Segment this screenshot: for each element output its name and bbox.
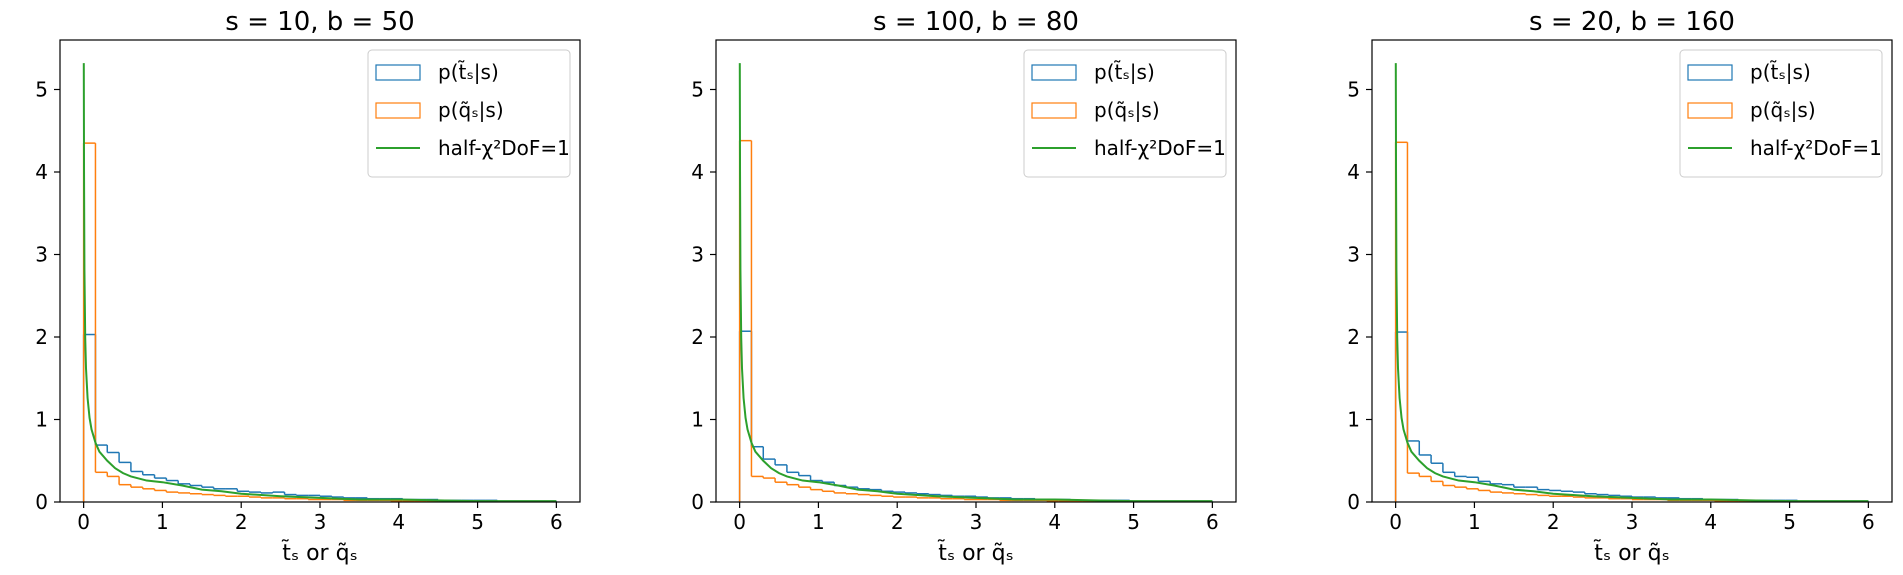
series-3 bbox=[1394, 63, 1869, 502]
series-line bbox=[1394, 63, 1869, 502]
legend-swatch bbox=[1031, 102, 1077, 119]
legend-item-2: p(q̃ₛ|s) bbox=[1687, 98, 1816, 122]
y-tick-label: 5 bbox=[35, 78, 48, 102]
y-tick-label: 2 bbox=[35, 325, 48, 349]
x-tick-label: 1 bbox=[156, 510, 169, 534]
legend: p(t̃ₛ|s) p(q̃ₛ|s) half-χ²DoF=1 bbox=[367, 49, 571, 178]
plot-area bbox=[82, 63, 558, 502]
legend-label: half-χ²DoF=1 bbox=[1750, 136, 1882, 160]
chart-title: s = 10, b = 50 bbox=[225, 7, 414, 37]
chart-panel-3: s = 20, b = 160 0 1 2 3 4 5 6 0 1 2 3 4 5 t̃ₛ or q̃ₛ p(… bbox=[1347, 7, 1893, 566]
x-tick-label: 0 bbox=[1389, 510, 1402, 534]
legend-item-2: p(q̃ₛ|s) bbox=[1031, 98, 1160, 122]
legend: p(t̃ₛ|s) p(q̃ₛ|s) half-χ²DoF=1 bbox=[1023, 49, 1227, 178]
y-tick-label: 1 bbox=[691, 408, 704, 432]
legend-item-1: p(t̃ₛ|s) bbox=[1687, 60, 1811, 84]
x-tick-label: 2 bbox=[235, 510, 248, 534]
legend-swatch bbox=[1031, 64, 1077, 81]
x-tick-label: 3 bbox=[970, 510, 983, 534]
legend-item-2: p(q̃ₛ|s) bbox=[375, 98, 504, 122]
legend-label: half-χ²DoF=1 bbox=[1094, 136, 1226, 160]
y-tick-label: 4 bbox=[691, 160, 704, 184]
y-tick-label: 0 bbox=[1347, 490, 1360, 514]
legend-label: p(t̃ₛ|s) bbox=[1750, 60, 1811, 84]
legend-box bbox=[367, 49, 571, 178]
x-tick-label: 5 bbox=[1783, 510, 1796, 534]
chart-panel-2: s = 100, b = 80 0 1 2 3 4 5 6 0 1 2 3 4 5 t̃ₛ or q̃ₛ p(… bbox=[691, 7, 1237, 566]
legend-label: p(q̃ₛ|s) bbox=[1094, 98, 1160, 122]
chart-title: s = 100, b = 80 bbox=[873, 7, 1079, 37]
x-tick-label: 6 bbox=[1206, 510, 1219, 534]
legend: p(t̃ₛ|s) p(q̃ₛ|s) half-χ²DoF=1 bbox=[1679, 49, 1883, 178]
y-tick-label: 3 bbox=[35, 243, 48, 267]
x-tick-label: 4 bbox=[392, 510, 405, 534]
x-tick-label: 3 bbox=[1626, 510, 1639, 534]
x-tick-label: 5 bbox=[1127, 510, 1140, 534]
legend-swatch bbox=[1687, 64, 1733, 81]
legend-swatch bbox=[1687, 102, 1733, 119]
y-tick-label: 0 bbox=[35, 490, 48, 514]
y-tick-label: 5 bbox=[1347, 78, 1360, 102]
legend-item-3: half-χ²DoF=1 bbox=[1032, 136, 1226, 160]
x-tick-label: 0 bbox=[733, 510, 746, 534]
legend-label: half-χ²DoF=1 bbox=[438, 136, 570, 160]
legend-label: p(q̃ₛ|s) bbox=[1750, 98, 1816, 122]
legend-item-1: p(t̃ₛ|s) bbox=[1031, 60, 1155, 84]
x-axis-label: t̃ₛ or q̃ₛ bbox=[281, 540, 358, 566]
legend-box bbox=[1679, 49, 1883, 178]
x-tick-label: 3 bbox=[314, 510, 327, 534]
chart-panel-1: s = 10, b = 50 0 1 2 3 4 5 6 0 1 2 3 4 5 t̃ₛ or q̃ₛ p(t… bbox=[35, 7, 581, 566]
series-line bbox=[738, 63, 1213, 502]
x-tick-label: 1 bbox=[812, 510, 825, 534]
legend-swatch bbox=[375, 64, 421, 81]
x-tick-label: 4 bbox=[1704, 510, 1717, 534]
y-tick-label: 2 bbox=[1347, 325, 1360, 349]
x-tick-label: 5 bbox=[471, 510, 484, 534]
plot-area bbox=[738, 63, 1214, 502]
y-tick-label: 2 bbox=[691, 325, 704, 349]
series-3 bbox=[82, 63, 557, 502]
series-line bbox=[82, 63, 557, 502]
x-tick-label: 0 bbox=[77, 510, 90, 534]
legend-label: p(q̃ₛ|s) bbox=[438, 98, 504, 122]
legend-item-3: half-χ²DoF=1 bbox=[376, 136, 570, 160]
x-tick-label: 2 bbox=[891, 510, 904, 534]
y-tick-label: 0 bbox=[691, 490, 704, 514]
legend-swatch bbox=[375, 102, 421, 119]
series-3 bbox=[738, 63, 1213, 502]
legend-label: p(t̃ₛ|s) bbox=[438, 60, 499, 84]
legend-item-1: p(t̃ₛ|s) bbox=[375, 60, 499, 84]
x-tick-label: 1 bbox=[1468, 510, 1481, 534]
legend-label: p(t̃ₛ|s) bbox=[1094, 60, 1155, 84]
plot-area bbox=[1394, 63, 1870, 502]
y-tick-label: 4 bbox=[35, 160, 48, 184]
chart-title: s = 20, b = 160 bbox=[1529, 7, 1735, 37]
x-axis-label: t̃ₛ or q̃ₛ bbox=[1593, 540, 1670, 566]
y-tick-label: 5 bbox=[691, 78, 704, 102]
legend-box bbox=[1023, 49, 1227, 178]
y-tick-label: 1 bbox=[1347, 408, 1360, 432]
x-tick-label: 6 bbox=[1862, 510, 1875, 534]
y-tick-label: 3 bbox=[1347, 243, 1360, 267]
x-tick-label: 2 bbox=[1547, 510, 1560, 534]
x-tick-label: 6 bbox=[550, 510, 563, 534]
y-tick-label: 4 bbox=[1347, 160, 1360, 184]
x-tick-label: 4 bbox=[1048, 510, 1061, 534]
y-tick-label: 3 bbox=[691, 243, 704, 267]
x-axis-label: t̃ₛ or q̃ₛ bbox=[937, 540, 1014, 566]
y-tick-label: 1 bbox=[35, 408, 48, 432]
legend-item-3: half-χ²DoF=1 bbox=[1688, 136, 1882, 160]
